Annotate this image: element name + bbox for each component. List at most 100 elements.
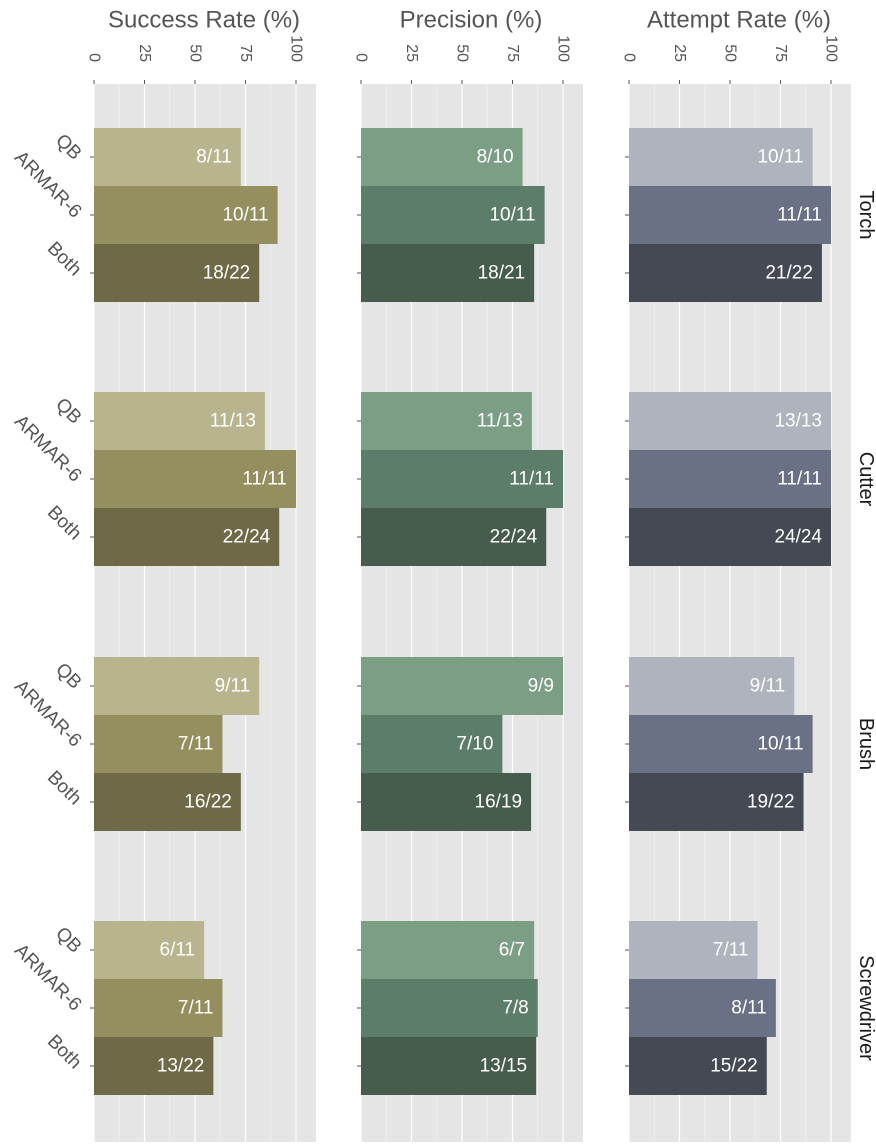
bar-data-label: 6/7 <box>499 940 525 961</box>
facet-label: Cutter <box>855 452 876 507</box>
axis-title: Success Rate (%) <box>108 7 300 34</box>
bar-data-label: 7/11 <box>178 998 214 1019</box>
bar <box>629 392 831 450</box>
bar-data-label: 9/9 <box>528 676 554 697</box>
facet-label: Brush <box>855 718 876 770</box>
bar-data-label: 16/19 <box>475 792 523 813</box>
bar-data-label: 11/11 <box>242 469 287 490</box>
bar <box>629 979 776 1037</box>
bar <box>629 773 804 831</box>
bar-data-label: 22/24 <box>223 527 271 548</box>
bar <box>94 450 296 508</box>
bar <box>361 979 538 1037</box>
bar-data-label: 10/11 <box>757 734 803 755</box>
bar <box>94 392 265 450</box>
x-tick-label: 25 <box>403 44 420 62</box>
bar <box>361 186 545 244</box>
bar-data-label: 18/21 <box>478 263 526 284</box>
bar <box>94 244 260 302</box>
bar-data-label: 9/11 <box>215 676 251 697</box>
x-tick-label: 50 <box>722 44 739 62</box>
bar <box>361 657 563 715</box>
x-tick-label: 100 <box>288 35 305 62</box>
bar-data-label: 8/10 <box>477 147 514 168</box>
x-tick-label: 25 <box>671 44 688 62</box>
axis-title: Attempt Rate (%) <box>647 7 831 34</box>
bar-data-label: 7/11 <box>713 940 749 961</box>
x-tick-label: 100 <box>555 35 572 62</box>
bar <box>361 508 547 566</box>
x-tick-label: 0 <box>353 53 370 62</box>
bar <box>361 715 503 773</box>
bar <box>629 244 822 302</box>
bar-data-label: 6/11 <box>160 940 196 961</box>
bar <box>361 1037 537 1095</box>
bar <box>94 921 205 979</box>
bar-data-label: 7/10 <box>456 734 493 755</box>
x-tick-label: 75 <box>504 44 521 62</box>
bar <box>629 186 831 244</box>
bar <box>94 715 223 773</box>
bar-data-label: 21/22 <box>765 263 813 284</box>
bar <box>361 392 532 450</box>
x-tick-label: 0 <box>86 53 103 62</box>
category-label: QB <box>51 659 85 693</box>
bar <box>629 715 813 773</box>
bar-data-label: 11/11 <box>777 469 822 490</box>
bar <box>361 244 535 302</box>
bar <box>94 979 223 1037</box>
x-tick-label: 50 <box>454 44 471 62</box>
bar-data-label: 13/15 <box>480 1056 528 1077</box>
x-tick-label: 75 <box>237 44 254 62</box>
bar-data-label: 10/11 <box>757 147 803 168</box>
bar <box>629 1037 767 1095</box>
bar-data-label: 15/22 <box>710 1056 758 1077</box>
bar-data-label: 19/22 <box>747 792 795 813</box>
category-label: Both <box>43 238 85 280</box>
facet-label: Screwdriver <box>855 955 876 1061</box>
bar-data-label: 16/22 <box>184 792 232 813</box>
x-tick-label: 0 <box>621 53 638 62</box>
bar-data-label: 13/22 <box>157 1056 205 1077</box>
axis-title: Precision (%) <box>400 7 543 34</box>
x-tick-label: 50 <box>187 44 204 62</box>
bar-data-label: 8/11 <box>731 998 767 1019</box>
bar <box>629 450 831 508</box>
bar-data-label: 7/8 <box>502 998 528 1019</box>
bar <box>361 921 535 979</box>
bar <box>94 508 280 566</box>
bar <box>629 921 758 979</box>
bar-data-label: 11/13 <box>477 411 523 432</box>
bar-data-label: 10/11 <box>222 205 268 226</box>
bar-data-label: 11/11 <box>777 205 822 226</box>
category-label: Both <box>43 1031 85 1073</box>
category-label: QB <box>51 394 85 428</box>
bar-data-label: 24/24 <box>774 527 822 548</box>
x-tick-label: 100 <box>823 35 840 62</box>
bar-data-label: 11/11 <box>509 469 554 490</box>
bar <box>94 657 260 715</box>
bar-data-label: 8/11 <box>196 147 232 168</box>
bar-data-label: 11/13 <box>210 411 256 432</box>
x-tick-label: 25 <box>136 44 153 62</box>
bar-data-label: 13/13 <box>774 411 822 432</box>
category-label: QB <box>51 130 85 164</box>
bar-data-label: 10/11 <box>489 205 535 226</box>
bar <box>361 450 563 508</box>
bar-data-label: 18/22 <box>203 263 251 284</box>
bar-data-label: 7/11 <box>178 734 214 755</box>
bar <box>629 508 831 566</box>
category-label: Both <box>43 502 85 544</box>
bar <box>94 186 278 244</box>
category-label: QB <box>51 923 85 957</box>
bar <box>94 773 241 831</box>
facet-label: Torch <box>855 191 876 240</box>
bar <box>361 128 523 186</box>
category-label: Both <box>43 767 85 809</box>
bar <box>94 1037 214 1095</box>
bar <box>361 773 532 831</box>
x-tick-label: 75 <box>772 44 789 62</box>
bar-data-label: 9/11 <box>750 676 786 697</box>
bar <box>629 128 813 186</box>
